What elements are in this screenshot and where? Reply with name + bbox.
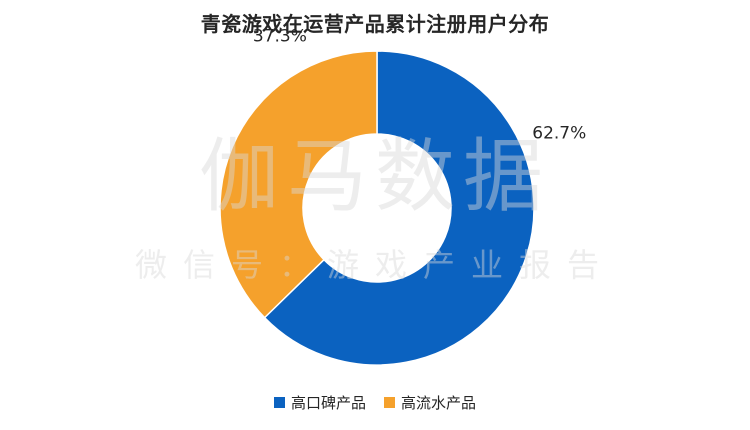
chart-title: 青瓷游戏在运营产品累计注册用户分布	[200, 12, 550, 36]
data-label-high-reputation: 62.7%	[532, 123, 586, 143]
legend-swatch-high-reputation	[273, 397, 285, 408]
chart-legend: 高口碑产品 高流水产品	[0, 392, 750, 413]
legend-label-high-reputation: 高口碑产品	[290, 394, 366, 412]
data-label-high-revenue: 37.3%	[253, 27, 307, 47]
legend-item-high-reputation: 高口碑产品	[273, 392, 366, 413]
slice-high-reputation	[263, 50, 535, 366]
legend-label-high-revenue: 高流水产品	[401, 394, 477, 412]
legend-swatch-high-revenue	[384, 397, 395, 408]
legend-item-high-revenue: 高流水产品	[384, 392, 476, 413]
slice-high-revenue	[219, 50, 378, 319]
